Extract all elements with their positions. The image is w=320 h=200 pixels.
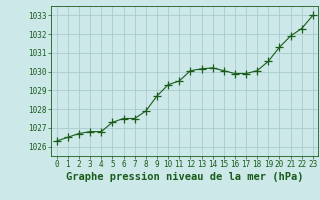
- X-axis label: Graphe pression niveau de la mer (hPa): Graphe pression niveau de la mer (hPa): [66, 172, 304, 182]
